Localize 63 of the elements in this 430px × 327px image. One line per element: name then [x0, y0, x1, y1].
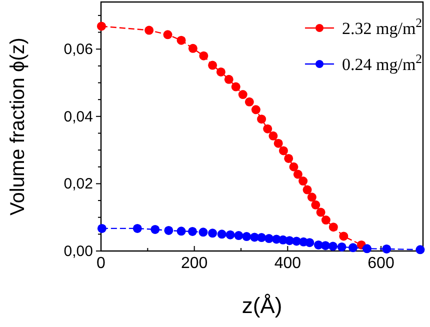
point [348, 243, 358, 252]
point [217, 230, 226, 239]
point [208, 228, 218, 238]
point [257, 114, 266, 124]
point [188, 44, 198, 53]
point [307, 192, 316, 202]
point [97, 224, 106, 233]
point [198, 228, 208, 237]
point [337, 242, 346, 252]
point [226, 230, 235, 240]
point [251, 105, 260, 114]
point [208, 60, 218, 70]
x-tick-label: 0 [96, 255, 106, 272]
x-tick-label: 600 [368, 255, 394, 272]
point [188, 226, 197, 236]
point [224, 74, 234, 84]
legend-label: 2.32 mg/m$^{2}$ [342, 16, 422, 38]
point [163, 30, 172, 40]
point [305, 238, 314, 248]
point [320, 241, 330, 250]
x-axis-title: z(Å) [242, 293, 282, 318]
legend-label: 0.24 mg/m$^{2}$ [342, 52, 422, 74]
point [293, 170, 302, 179]
x-tick-label: 200 [180, 255, 208, 272]
point [244, 97, 254, 106]
x-tick-label: 400 [274, 255, 302, 272]
point [263, 124, 272, 134]
point [316, 208, 326, 217]
point [257, 233, 266, 242]
point [416, 245, 425, 254]
point [311, 200, 320, 210]
point [144, 26, 154, 35]
point [362, 244, 372, 254]
y-tick-label: 0,02 [64, 176, 93, 193]
point [321, 216, 330, 225]
point [164, 226, 174, 235]
point [199, 51, 208, 60]
point [298, 176, 308, 186]
point [328, 242, 338, 251]
point [176, 36, 186, 45]
point [176, 226, 186, 236]
point [274, 138, 283, 148]
y-tick-label: 0,00 [64, 243, 93, 260]
point [234, 231, 244, 240]
point [302, 185, 312, 194]
point [339, 232, 348, 241]
point [96, 22, 106, 31]
point [328, 222, 338, 232]
point [242, 232, 252, 242]
y-tick-label: 0,06 [64, 41, 93, 58]
point [264, 234, 274, 244]
y-axis-title: Volume fraction ϕ(z) [7, 38, 29, 216]
point [284, 154, 294, 163]
point [238, 90, 248, 100]
point [132, 224, 142, 233]
y-tick-label: 0,04 [64, 108, 93, 126]
point [150, 224, 160, 234]
point [278, 146, 288, 156]
point [216, 67, 226, 76]
point [382, 244, 392, 254]
point [289, 162, 298, 172]
point [231, 82, 240, 92]
point [268, 131, 278, 140]
